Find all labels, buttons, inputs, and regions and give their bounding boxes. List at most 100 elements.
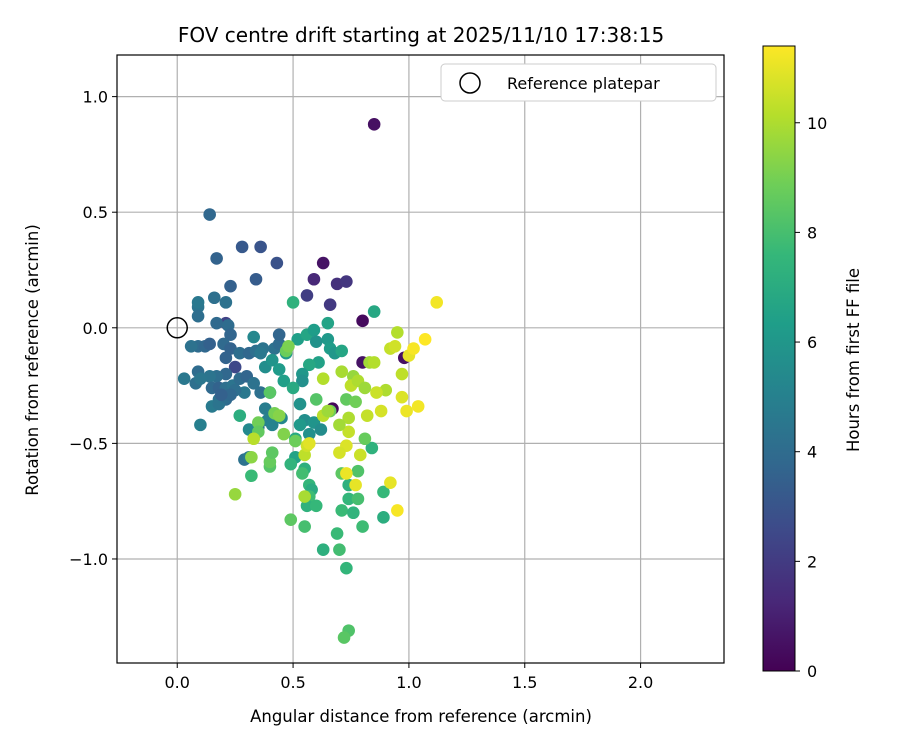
data-point [347,506,360,520]
y-tick-label: 0.0 [83,319,108,338]
colorbar-tick-label: 8 [807,223,817,242]
data-point [233,409,247,422]
y-tick-label: 1.0 [83,88,108,107]
data-point [293,397,307,411]
x-tick-label: 1.0 [396,673,421,692]
data-point [224,328,237,342]
data-point [349,478,362,492]
x-tick-label: 0.5 [280,673,305,692]
data-point [272,409,286,422]
y-axis-ticks: 1.0 0.5 0.0 −0.5 −1.0 [69,88,117,569]
data-point [203,337,216,351]
data-point [282,339,295,353]
data-point [208,291,221,305]
data-point [411,400,425,413]
data-point [298,520,311,533]
data-point [245,469,258,483]
data-point [430,296,444,309]
data-point [395,367,409,381]
data-point [367,305,381,318]
data-point [340,467,353,480]
data-point [286,381,300,395]
chart-title: FOV centre drift starting at 2025/11/10 … [178,23,664,47]
data-point [342,411,355,425]
data-point [309,499,323,513]
data-point [277,427,291,441]
y-axis-label: Rotation from reference (arcmin) [23,224,42,496]
legend: Reference platepar [440,63,717,102]
colorbar-tick-label: 2 [807,552,817,571]
data-point [309,335,323,348]
data-point [247,432,260,446]
data-point [272,363,286,376]
data-point [351,464,365,478]
data-point [351,492,365,506]
data-point [233,346,247,360]
data-point [224,388,237,402]
data-point [302,427,316,441]
legend-reference-icon [459,72,481,94]
data-point [265,418,279,432]
data-point [219,351,233,365]
data-point [356,520,369,533]
data-point [335,344,349,358]
data-point [333,418,346,432]
data-point [184,339,198,353]
data-point [302,437,316,450]
data-point [214,388,228,402]
data-point [391,504,404,517]
reference-platepar-marker [166,317,188,339]
data-point [384,476,397,489]
colorbar: 0 2 4 6 8 10 Hours from first FF file [762,45,863,681]
data-point [219,296,233,309]
data-point [203,208,216,221]
data-point [367,356,381,369]
y-tick-label: −1.0 [69,550,108,569]
scatter-points [177,118,444,644]
data-point [309,393,323,406]
x-tick-label: 2.0 [628,673,653,692]
data-point [272,328,286,342]
y-tick-label: −0.5 [69,434,108,453]
x-tick-label: 1.5 [512,673,537,692]
data-point [254,240,267,254]
data-point [298,490,311,503]
data-point [191,309,205,323]
colorbar-label: Hours from first FF file [844,268,863,452]
data-point [302,358,316,372]
data-point [307,272,321,286]
data-point [370,386,383,399]
colorbar-ticks: 0 2 4 6 8 10 [795,114,827,681]
data-point [245,450,258,464]
data-point [284,457,298,471]
colorbar-tick-label: 10 [807,114,827,133]
data-point [321,316,335,330]
data-point [335,365,349,379]
data-point [316,256,330,270]
data-point [284,513,298,526]
data-point [342,492,355,506]
data-point [265,353,279,367]
data-point [377,511,390,524]
data-point [210,316,223,330]
data-point [224,279,237,293]
data-point [247,376,260,390]
data-point [254,386,267,399]
x-tick-label: 0.0 [165,673,190,692]
x-axis-ticks: 0.0 0.5 1.0 1.5 2.0 [165,663,653,692]
data-point [391,326,404,339]
data-point [228,360,242,374]
data-point [321,404,335,418]
plot-frame [116,54,725,664]
grid-lines [117,55,724,663]
data-point [337,631,351,644]
data-point [314,423,328,436]
data-point [277,374,291,388]
data-point [377,485,390,499]
data-point [194,372,207,385]
data-point [356,314,369,328]
x-axis-label: Angular distance from reference (arcmin) [250,707,592,726]
data-point [263,386,277,399]
data-point [323,298,337,311]
data-point [340,275,353,288]
